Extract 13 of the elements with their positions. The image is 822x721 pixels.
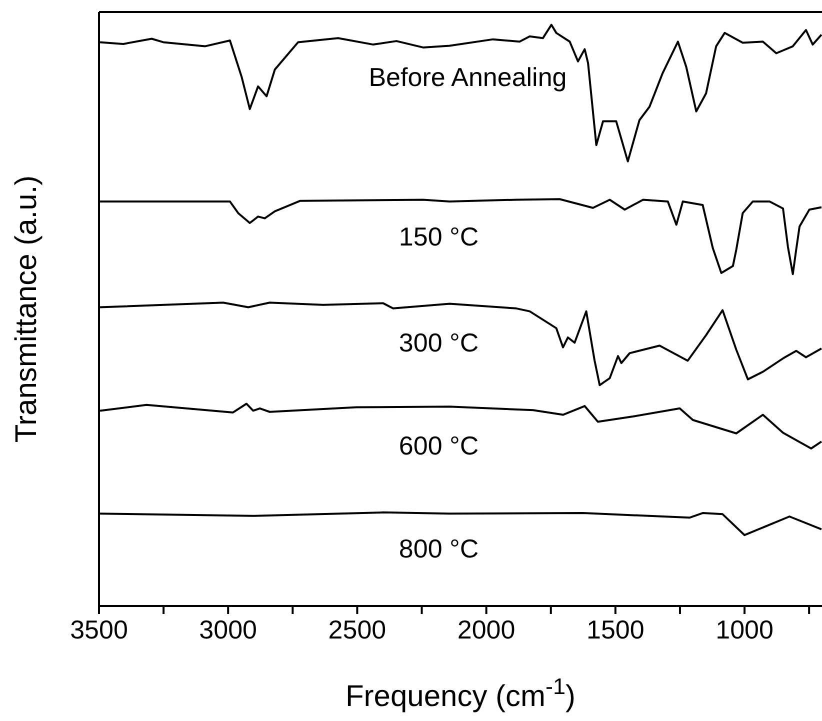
series-label: 300 °C xyxy=(398,327,479,358)
x-tick-label: 2000 xyxy=(457,614,516,644)
x-tick-label: 1000 xyxy=(716,614,774,644)
x-tick-label: 3500 xyxy=(70,614,128,644)
series-label: 150 °C xyxy=(398,221,479,252)
series-label: 800 °C xyxy=(398,534,479,564)
series-label: 600 °C xyxy=(398,430,479,461)
x-tick-label: 3000 xyxy=(199,614,258,644)
x-tick-label: 1500 xyxy=(586,614,644,644)
x-axis-title: Frequency (cm$^{-1}$) xyxy=(345,674,576,713)
series-label: Before Annealing xyxy=(368,62,567,92)
x-tick-label: 2500 xyxy=(328,614,386,644)
y-axis-title: Transmittance (a.u.) xyxy=(10,175,43,443)
